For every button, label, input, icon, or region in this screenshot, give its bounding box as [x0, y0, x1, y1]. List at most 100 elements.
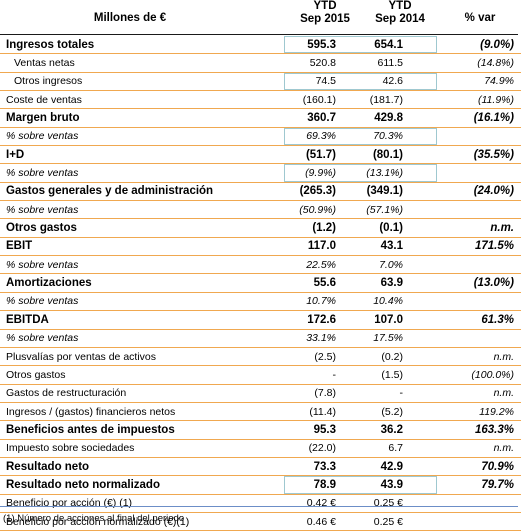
cell-ytd-2014: 654.1: [374, 38, 403, 51]
table-row: % sobre ventas 69.3% 70.3%: [0, 127, 521, 147]
table-row: % sobre ventas 22.5% 7.0%: [0, 256, 521, 275]
cell-var: (16.1%): [473, 112, 514, 125]
cell-ytd-2015: (2.5): [314, 350, 336, 363]
table-body: Ingresos totales 595.3 654.1 (9.0%) Ventas n…: [0, 36, 521, 531]
header-col-ytd-2014: YTD Sep 2014: [375, 0, 425, 25]
cell-var: 70.9%: [481, 460, 514, 473]
cell-ytd-2014: (80.1): [372, 148, 403, 161]
row-label: I+D: [6, 148, 25, 161]
cell-ytd-2015: 117.0: [307, 240, 336, 253]
row-label: % sobre ventas: [6, 332, 79, 345]
row-label: Margen bruto: [6, 112, 80, 125]
table-row: % sobre ventas (9.9%) (13.1%): [0, 164, 521, 183]
table-row: Ingresos / (gastos) financieros netos (11…: [0, 403, 521, 422]
row-label: Gastos de restructuración: [6, 387, 127, 400]
cell-ytd-2014: (13.1%): [366, 167, 403, 180]
table-row: I+D (51.7) (80.1) (35.5%): [0, 146, 521, 165]
cell-ytd-2015: (22.0): [308, 442, 336, 455]
cell-var: n.m.: [493, 442, 514, 455]
highlight-box: [284, 72, 437, 91]
header-title: Millones de €: [93, 12, 167, 24]
cell-ytd-2015: (7.8): [314, 387, 336, 400]
cell-var: 74.9%: [484, 75, 514, 88]
header-divider: [0, 34, 518, 35]
cell-var: 61.3%: [481, 313, 514, 326]
table-row: Margen bruto 360.7 429.8 (16.1%): [0, 109, 521, 128]
cell-ytd-2015: 595.3: [307, 38, 336, 51]
cell-var: 171.5%: [474, 240, 514, 253]
cell-ytd-2015: 0.42 €: [306, 497, 336, 510]
cell-ytd-2015: (9.9%): [305, 167, 336, 180]
table-row: Coste de ventas (160.1) (181.7) (11.9%): [0, 91, 521, 110]
cell-var: (35.5%): [473, 148, 514, 161]
header-col-ytd-2015: YTD Sep 2015: [300, 0, 350, 25]
table-row: % sobre ventas (50.9%) (57.1%): [0, 201, 521, 220]
cell-ytd-2014: -: [399, 387, 404, 400]
cell-ytd-2015: 69.3%: [306, 130, 336, 143]
cell-ytd-2014: 42.6: [382, 75, 403, 88]
row-label: Ventas netas: [14, 57, 75, 70]
row-label: Resultado neto: [6, 460, 90, 473]
header-col-var: % var: [464, 12, 496, 24]
table-row: EBIT 117.0 43.1 171.5%: [0, 238, 521, 257]
cell-ytd-2014: 107.0: [374, 313, 403, 326]
cell-ytd-2014: 6.7: [388, 442, 403, 455]
row-label: Otros gastos: [6, 222, 77, 235]
table-header: Millones de € YTD Sep 2015 YTD Sep 2014 …: [0, 0, 521, 35]
row-label: % sobre ventas: [6, 167, 79, 180]
row-label: Beneficio por acción (€) (1): [6, 497, 133, 510]
cell-ytd-2014: (1.5): [381, 368, 403, 381]
cell-ytd-2014: 43.9: [380, 478, 403, 491]
cell-var: 163.3%: [474, 423, 514, 436]
row-label: Beneficio por acción normalizado (€)(1): [6, 515, 190, 528]
cell-var: 119.2%: [479, 405, 514, 418]
cell-ytd-2014: (0.1): [379, 222, 403, 235]
table-row: Otros gastos - (1.5) (100.0%): [0, 366, 521, 385]
row-label: Otros gastos: [6, 368, 66, 381]
cell-ytd-2015: 78.9: [313, 478, 336, 491]
cell-ytd-2014: (5.2): [381, 405, 403, 418]
cell-ytd-2015: 10.7%: [306, 295, 336, 308]
table-row: Otros gastos (1.2) (0.1) n.m.: [0, 219, 521, 238]
cell-var: (9.0%): [480, 38, 514, 51]
footnote: (1) Número de acciones al final del peri…: [3, 513, 185, 524]
table-row: Amortizaciones 55.6 63.9 (13.0%): [0, 274, 521, 293]
cell-var: (14.8%): [477, 57, 514, 70]
cell-var: n.m.: [493, 350, 514, 363]
table-row: Ingresos totales 595.3 654.1 (9.0%): [0, 36, 521, 55]
table-row: Gastos de restructuración (7.8) - n.m.: [0, 385, 521, 403]
table-row: Beneficios antes de impuestos 95.3 36.2 163…: [0, 421, 521, 440]
cell-ytd-2015: (265.3): [299, 185, 336, 198]
table-row: % sobre ventas 33.1% 17.5%: [0, 330, 521, 348]
row-label: EBIT: [6, 240, 33, 253]
table-row: Resultado neto normalizado 78.9 43.9 79.7%: [0, 476, 521, 495]
cell-ytd-2014: 0.25 €: [373, 515, 403, 528]
cell-ytd-2014: 429.8: [374, 112, 403, 125]
cell-var: 79.7%: [481, 478, 514, 491]
table-row: Gastos generales y de administración (265…: [0, 183, 521, 202]
row-label: % sobre ventas: [6, 130, 79, 143]
cell-var: n.m.: [490, 222, 514, 235]
row-label: Amortizaciones: [6, 277, 92, 290]
cell-ytd-2015: 22.5%: [306, 258, 336, 271]
cell-ytd-2014: 7.0%: [379, 258, 403, 271]
table-row: Ventas netas 520.8 611.5 (14.8%): [0, 54, 521, 73]
table-row: EBITDA 172.6 107.0 61.3%: [0, 311, 521, 330]
row-label: Ingresos totales: [6, 38, 95, 51]
cell-ytd-2015: 172.6: [307, 313, 336, 326]
cell-ytd-2014: (57.1%): [366, 203, 403, 216]
cell-var: (100.0%): [471, 368, 514, 381]
table-row: Otros ingresos 74.5 42.6 74.9%: [0, 72, 521, 92]
cell-ytd-2014: (181.7): [369, 93, 403, 106]
cell-ytd-2014: 42.9: [380, 460, 403, 473]
row-label: Ingresos / (gastos) financieros netos: [6, 405, 176, 418]
highlight-box: [284, 476, 437, 494]
cell-ytd-2014: 611.5: [377, 57, 404, 70]
row-label: % sobre ventas: [6, 203, 79, 216]
cell-ytd-2015: (51.7): [305, 148, 336, 161]
cell-ytd-2015: 95.3: [313, 423, 336, 436]
row-label: % sobre ventas: [6, 258, 79, 271]
footer-divider: [0, 506, 518, 507]
cell-var: n.m.: [493, 387, 514, 400]
cell-ytd-2015: 73.3: [313, 460, 336, 473]
